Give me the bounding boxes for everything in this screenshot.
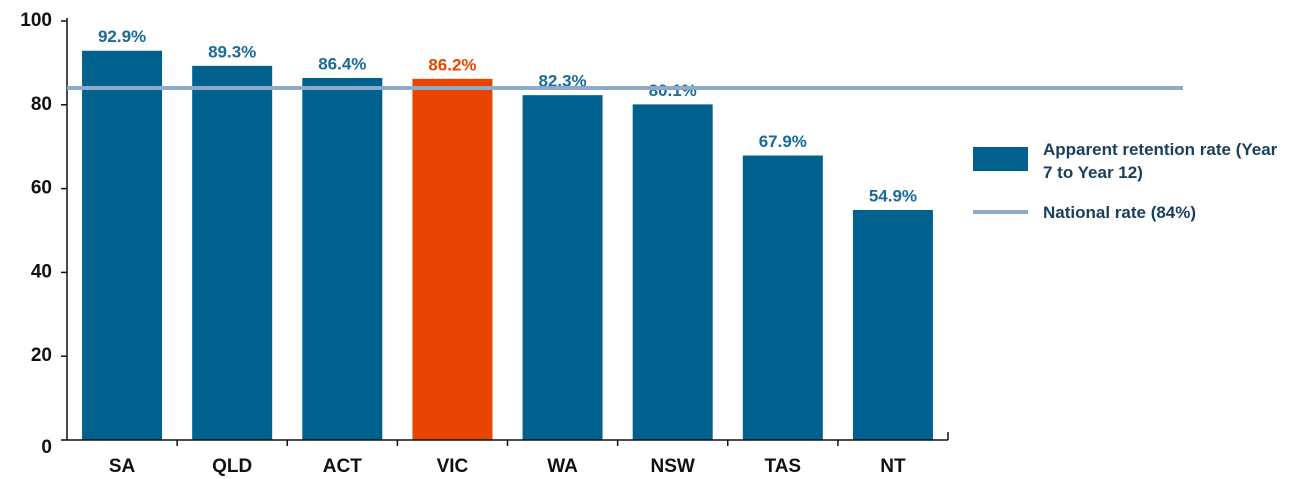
x-tick-label: ACT (323, 456, 362, 477)
bar (522, 95, 603, 441)
y-tick-label: 0 (41, 437, 52, 458)
value-label: 86.2% (428, 55, 476, 74)
y-tick-label: 20 (31, 345, 52, 366)
legend-bar-swatch (973, 147, 1028, 171)
bar (412, 78, 493, 441)
value-label: 67.9% (759, 132, 807, 151)
bar (302, 77, 383, 440)
x-tick-label: NT (880, 456, 906, 477)
x-tick-label: WA (547, 456, 578, 477)
x-tick-label: VIC (437, 456, 469, 477)
y-tick-label: 100 (20, 10, 52, 31)
bar (852, 209, 933, 440)
y-tick-label: 60 (31, 178, 52, 199)
value-label: 92.9% (98, 27, 146, 46)
bar (632, 104, 713, 441)
x-tick-label: NSW (651, 456, 695, 477)
y-tick-label: 40 (31, 261, 52, 282)
bar (742, 155, 823, 440)
x-tick-label: QLD (212, 456, 252, 477)
bar (192, 65, 273, 440)
bar (82, 50, 163, 441)
value-label: 54.9% (869, 186, 917, 205)
y-tick-label: 80 (31, 94, 52, 115)
x-tick-label: TAS (765, 456, 802, 477)
legend-bar-label: Apparent retention rate (Year 7 to Year … (1043, 140, 1278, 182)
value-label: 80.1% (649, 81, 697, 100)
value-label: 89.3% (208, 42, 256, 61)
value-label: 86.4% (318, 54, 366, 73)
x-tick-label: SA (109, 456, 136, 477)
value-label: 82.3% (538, 72, 586, 91)
legend-line-label: National rate (84%) (1043, 203, 1197, 222)
